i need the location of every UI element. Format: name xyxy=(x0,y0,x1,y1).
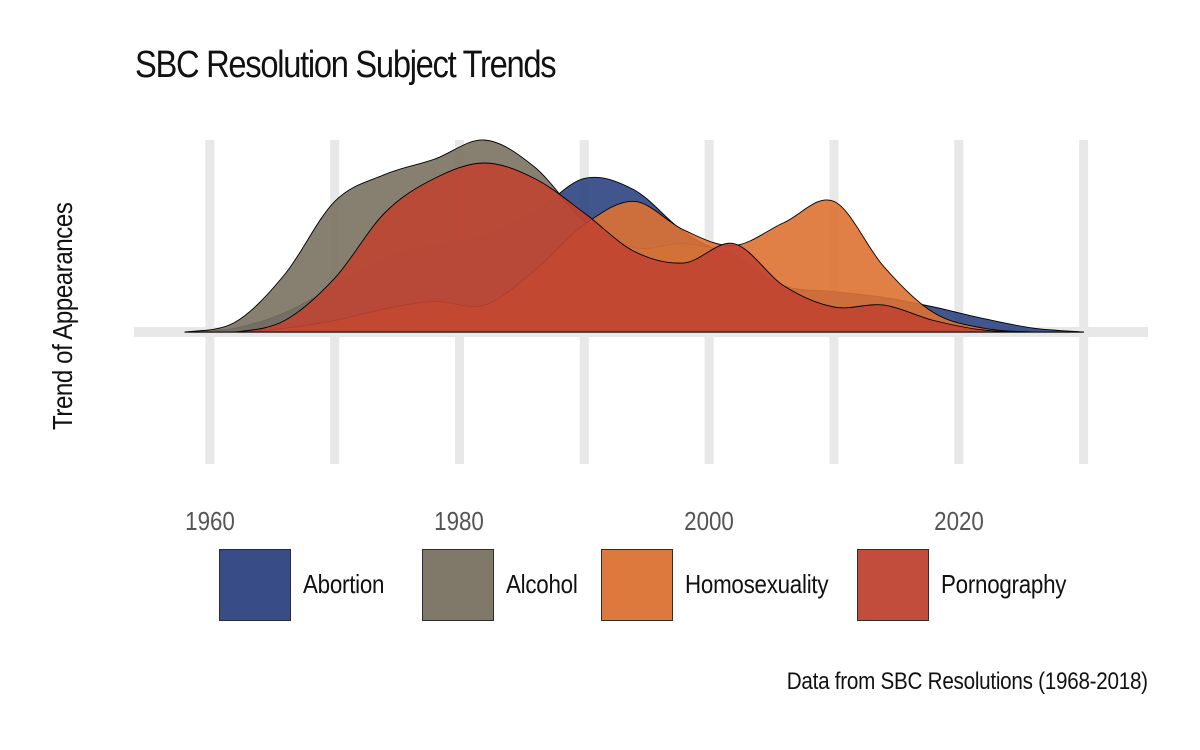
legend-label: Alcohol xyxy=(506,569,578,599)
x-tick-label: 2020 xyxy=(933,506,984,536)
legend-swatch xyxy=(601,549,673,621)
baseline xyxy=(184,331,1084,333)
legend-swatch xyxy=(857,549,929,621)
series-area-pornography xyxy=(184,162,1085,333)
x-tick-label: 1960 xyxy=(184,506,235,536)
x-tick-label: 2000 xyxy=(684,506,734,536)
y-axis-label: Trend of Appearances xyxy=(47,202,78,430)
chart-caption: Data from SBC Resolutions (1968-2018) xyxy=(786,668,1148,695)
chart-title: SBC Resolution Subject Trends xyxy=(135,44,557,86)
x-tick-label: 1980 xyxy=(434,506,485,536)
legend-label: Abortion xyxy=(303,569,385,599)
legend-label: Homosexuality xyxy=(685,569,829,599)
legend-label: Pornography xyxy=(941,569,1067,599)
legend-swatch xyxy=(219,549,291,621)
legend-swatch xyxy=(422,549,494,621)
series-areas xyxy=(184,139,1085,333)
